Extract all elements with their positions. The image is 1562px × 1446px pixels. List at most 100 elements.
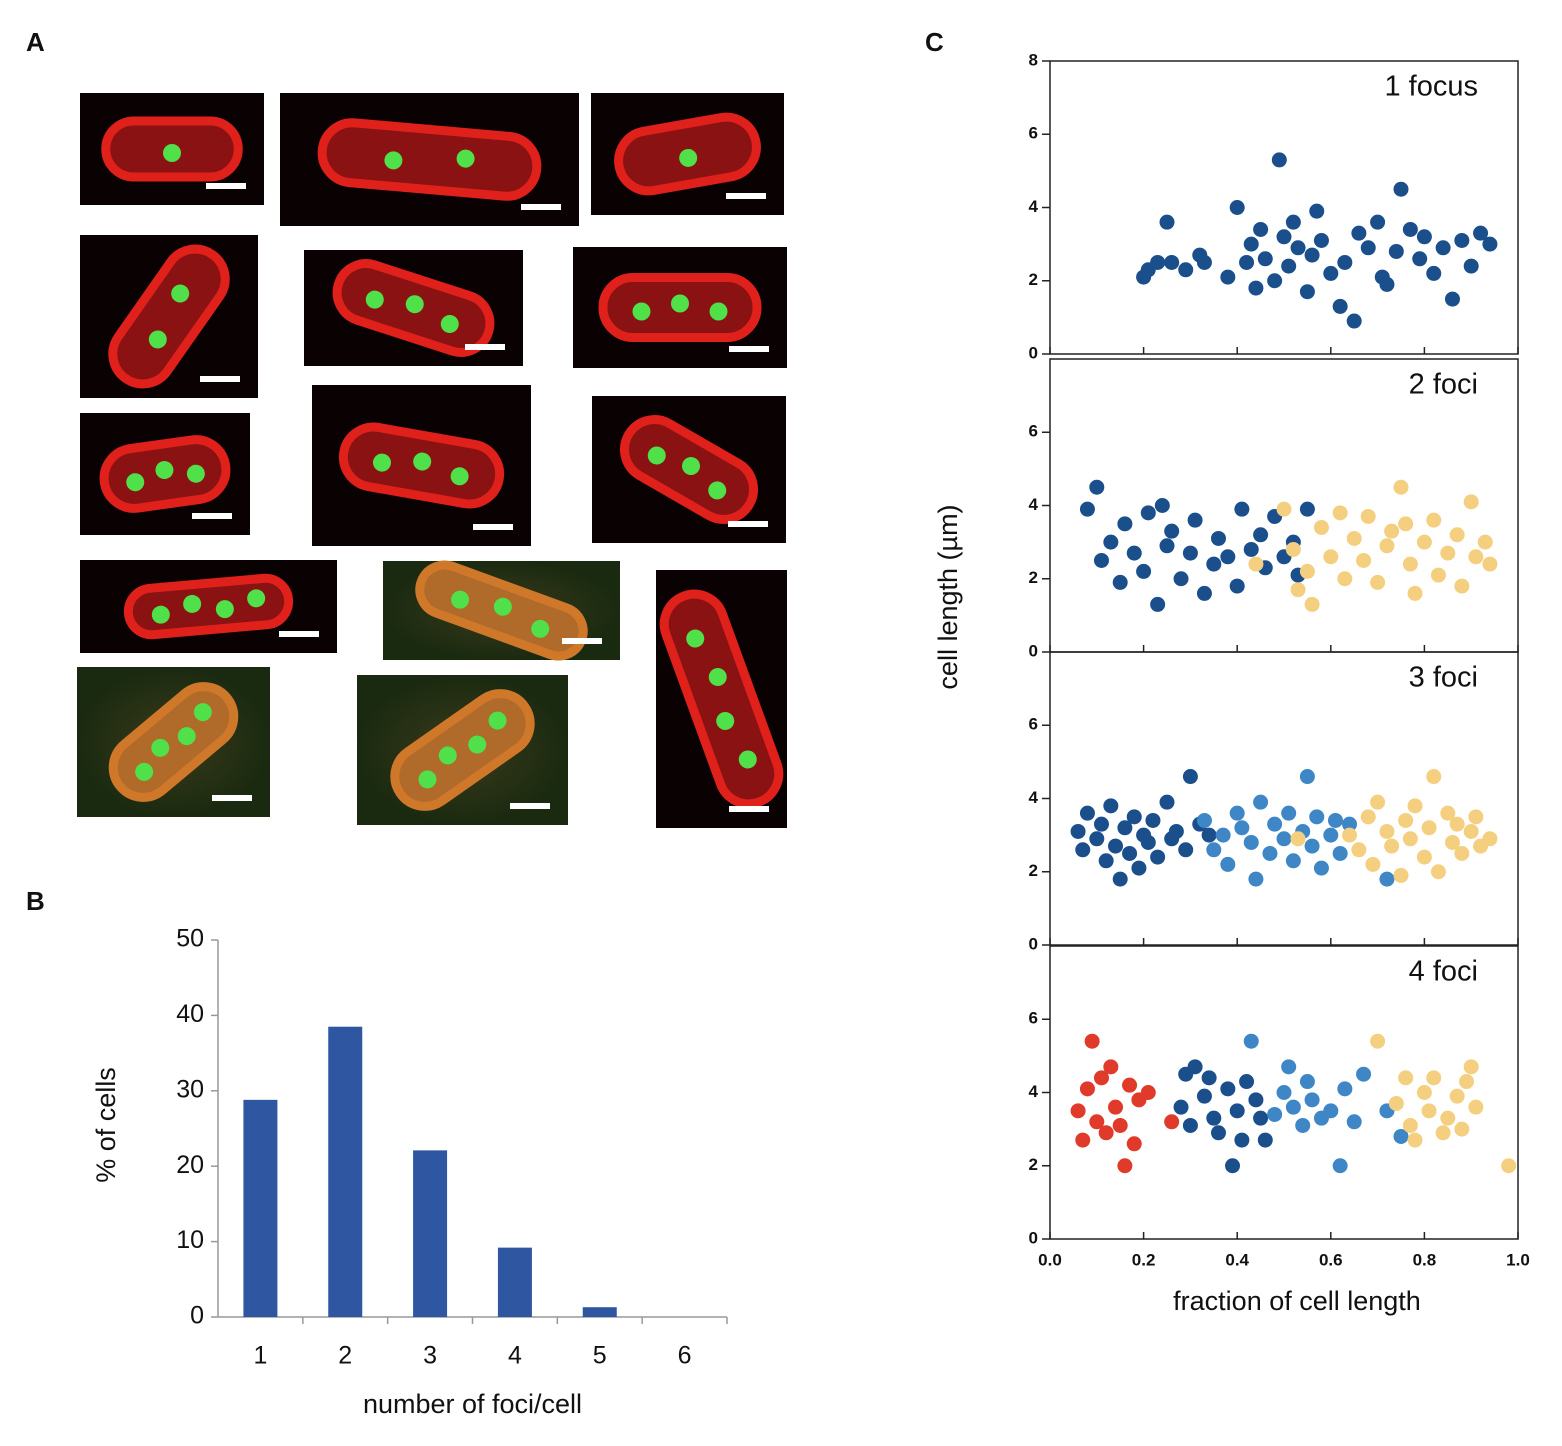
point (1416, 229, 1432, 245)
point (1393, 479, 1409, 495)
point (1098, 853, 1114, 869)
point (1393, 1128, 1409, 1144)
point (1360, 809, 1376, 825)
point (1196, 812, 1212, 828)
point (1239, 1074, 1255, 1090)
point (1482, 236, 1498, 252)
point (1243, 236, 1259, 252)
point (1463, 1059, 1479, 1075)
point (1173, 571, 1189, 587)
focus (682, 457, 700, 476)
point (1337, 254, 1353, 270)
point (1416, 1085, 1432, 1100)
point (1388, 1095, 1404, 1111)
focus (413, 452, 432, 471)
point (1220, 269, 1236, 285)
point (1122, 1077, 1138, 1093)
point (1304, 1092, 1320, 1108)
point (1444, 834, 1460, 850)
point (1398, 516, 1414, 532)
point (1117, 516, 1133, 532)
point (1229, 805, 1245, 821)
point (1075, 842, 1091, 858)
point (1285, 853, 1301, 869)
point (1168, 823, 1184, 839)
point (1454, 578, 1470, 594)
point (1112, 574, 1128, 590)
point (1281, 1059, 1297, 1075)
point (1229, 1103, 1245, 1119)
point (1407, 798, 1423, 814)
scale-bar (726, 193, 766, 199)
point (1351, 225, 1367, 241)
focus (708, 481, 727, 500)
point (1407, 585, 1423, 601)
point (1285, 541, 1301, 557)
point (1398, 812, 1414, 828)
focus (126, 473, 145, 492)
focus (716, 711, 735, 730)
point (1299, 563, 1315, 579)
point (1454, 232, 1470, 248)
point (1459, 1074, 1475, 1090)
point (1388, 243, 1404, 259)
point (1468, 549, 1484, 565)
point (1332, 505, 1348, 521)
point (1332, 298, 1348, 314)
point (1323, 1103, 1339, 1119)
focus (632, 302, 651, 321)
point (1229, 200, 1245, 215)
point (1262, 845, 1278, 861)
point (1206, 1110, 1222, 1126)
focus (148, 330, 167, 349)
point (1150, 596, 1166, 612)
point (1430, 864, 1446, 880)
focus (647, 446, 666, 465)
point (1477, 534, 1493, 550)
point (1304, 596, 1320, 612)
point (1182, 545, 1198, 561)
point (1196, 585, 1212, 601)
y-tick-label: 6 (1029, 124, 1038, 143)
point (1468, 809, 1484, 825)
point (1449, 527, 1465, 543)
scale-bar (200, 376, 240, 382)
point (1384, 523, 1400, 539)
point (1276, 229, 1292, 245)
point (1159, 214, 1175, 230)
point (1126, 1136, 1142, 1152)
point (1416, 849, 1432, 865)
point (1182, 769, 1198, 785)
y-tick-label: 50 (176, 925, 204, 953)
point (1370, 1033, 1386, 1049)
point (1182, 1117, 1198, 1133)
point (1248, 280, 1264, 296)
point (1117, 820, 1133, 836)
point (1084, 1033, 1100, 1049)
y-tick-label: 2 (1029, 270, 1038, 289)
point (1136, 563, 1152, 579)
point (1337, 571, 1353, 587)
cell-body (108, 244, 230, 389)
x-tick-label: 3 (423, 1342, 437, 1370)
point (1201, 1070, 1217, 1086)
panel-label: B (26, 886, 45, 916)
focus (438, 746, 457, 765)
point (1379, 276, 1395, 292)
x-tick-label: 2 (338, 1342, 352, 1370)
focus (155, 461, 174, 480)
point (1444, 291, 1460, 307)
scale-bar (729, 346, 769, 352)
point (1140, 505, 1156, 521)
point (1276, 1085, 1292, 1100)
point (1379, 871, 1395, 887)
point (1356, 1066, 1372, 1082)
scale-bar (206, 183, 246, 189)
scale-bar (562, 638, 602, 644)
point (1421, 820, 1437, 836)
point (1126, 809, 1142, 825)
scale-bar (728, 521, 768, 527)
point (1323, 265, 1339, 281)
point (1276, 831, 1292, 847)
